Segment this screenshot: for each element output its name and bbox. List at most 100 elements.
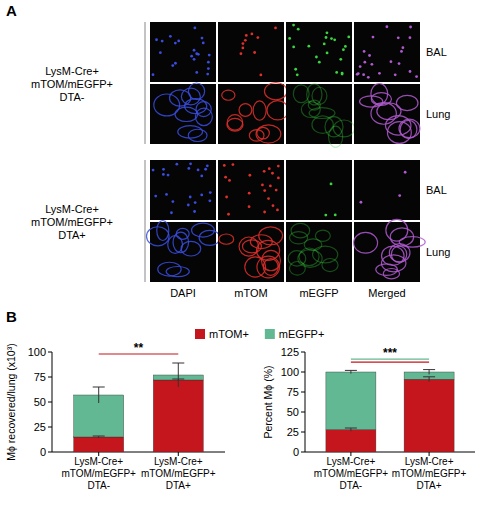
legend-swatch — [265, 329, 275, 339]
cell-dot — [159, 51, 162, 54]
tissue-outline — [371, 84, 388, 105]
cell-dot — [341, 73, 344, 76]
tissue-outline — [289, 232, 307, 244]
image-ground — [150, 160, 216, 220]
cell-dot — [253, 51, 256, 54]
tissue-outline — [313, 246, 338, 263]
legend-label: mTOM+ — [209, 328, 249, 340]
micrograph — [147, 220, 221, 282]
legend-label: mEGFP+ — [279, 328, 325, 340]
tissue-outline — [354, 232, 378, 253]
cell-dot — [193, 27, 196, 30]
bar-segment — [74, 437, 124, 452]
cell-dot — [318, 61, 321, 64]
tissue-outline — [333, 120, 354, 137]
bar-segment — [326, 430, 376, 452]
cell-dot — [171, 64, 174, 67]
cell-dot — [189, 196, 192, 199]
tissue-outline — [169, 90, 190, 106]
chart: 0255075100125Percent Mϕ (%)LysM-Cre+mTOM… — [262, 346, 475, 491]
cell-dot — [409, 26, 412, 29]
error-bar — [423, 377, 435, 382]
error-cap — [345, 370, 357, 371]
tissue-outline — [158, 262, 181, 276]
cell-dot — [248, 174, 251, 177]
cell-dot — [209, 191, 212, 194]
cell-dot — [250, 33, 253, 36]
error-stem — [429, 370, 430, 375]
cell-dot — [240, 52, 243, 55]
cell-dot — [404, 171, 407, 174]
image-ground — [218, 160, 284, 220]
y-tick-label: 25 — [287, 426, 299, 438]
figure: ALysM-Cre+mTOM/mEGFP+DTA-BALLungLysM-Cre… — [0, 0, 494, 506]
tissue-outline — [188, 129, 207, 141]
text-line: DTA- — [87, 480, 110, 491]
row-sublabel: Lung — [426, 246, 450, 258]
tissue-outline — [227, 115, 242, 130]
cell-dot — [415, 75, 418, 78]
cell-dot — [174, 42, 177, 45]
cell-dot — [193, 58, 196, 61]
tissue-outline — [399, 119, 420, 138]
cell-dot — [344, 45, 347, 48]
image-ground — [354, 160, 420, 220]
cell-dot — [155, 38, 158, 41]
cell-dot — [277, 177, 280, 180]
cell-dot — [200, 194, 203, 197]
cell-dot — [263, 211, 266, 214]
micrograph — [218, 222, 284, 282]
cell-dot — [363, 61, 366, 64]
error-cap — [423, 376, 435, 377]
micrograph — [218, 160, 284, 220]
cell-dot — [152, 73, 155, 76]
cell-dot — [171, 200, 174, 203]
text-line: DTA+ — [58, 229, 86, 241]
cell-dot — [190, 55, 193, 58]
cell-dot — [161, 40, 164, 43]
cell-dot — [378, 72, 381, 75]
bar-segment — [404, 379, 454, 452]
tissue-outline — [371, 93, 391, 106]
micrograph — [286, 222, 352, 282]
y-tick-label: 0 — [293, 446, 299, 458]
error-bar — [345, 428, 357, 431]
cell-dot — [170, 211, 173, 214]
cell-dot — [225, 196, 228, 199]
bar-segment — [326, 372, 376, 430]
cell-dot — [248, 205, 251, 208]
cell-dot — [245, 34, 248, 37]
error-cap — [93, 387, 105, 388]
column-label: DAPI — [170, 287, 196, 299]
y-tick-label: 0 — [40, 446, 46, 458]
tissue-outline — [400, 120, 417, 138]
micrograph — [218, 83, 288, 144]
micrograph — [354, 84, 420, 144]
image-ground — [354, 84, 420, 144]
x-tick-label: LysM-Cre+mTOM/mEGFP+DTA+ — [392, 456, 467, 491]
cell-dot — [177, 40, 180, 43]
cell-dot — [269, 185, 272, 188]
panel-label: B — [6, 308, 17, 325]
error-bars — [93, 363, 185, 438]
row-label: LysM-Cre+mTOM/mEGFP+DTA+ — [31, 203, 113, 241]
cell-dot — [360, 201, 363, 204]
cell-dot — [315, 56, 318, 59]
error-cap — [172, 363, 184, 364]
text-line: DTA- — [60, 91, 85, 103]
y-tick — [48, 402, 52, 403]
error-bar — [423, 370, 435, 375]
image-ground — [354, 222, 420, 282]
error-stem — [178, 363, 179, 387]
text-line: LysM-Cre+ — [45, 203, 99, 215]
cell-dot — [259, 74, 262, 77]
cell-dot — [292, 24, 295, 27]
micrograph — [286, 22, 352, 82]
cell-dot — [152, 169, 155, 172]
x-tick-label: LysM-Cre+mTOM/mEGFP+DTA- — [61, 456, 136, 491]
cell-dot — [261, 184, 264, 187]
tissue-outline — [222, 90, 235, 100]
bars — [74, 375, 204, 452]
cell-dot — [325, 36, 328, 39]
cell-dot — [272, 204, 275, 207]
